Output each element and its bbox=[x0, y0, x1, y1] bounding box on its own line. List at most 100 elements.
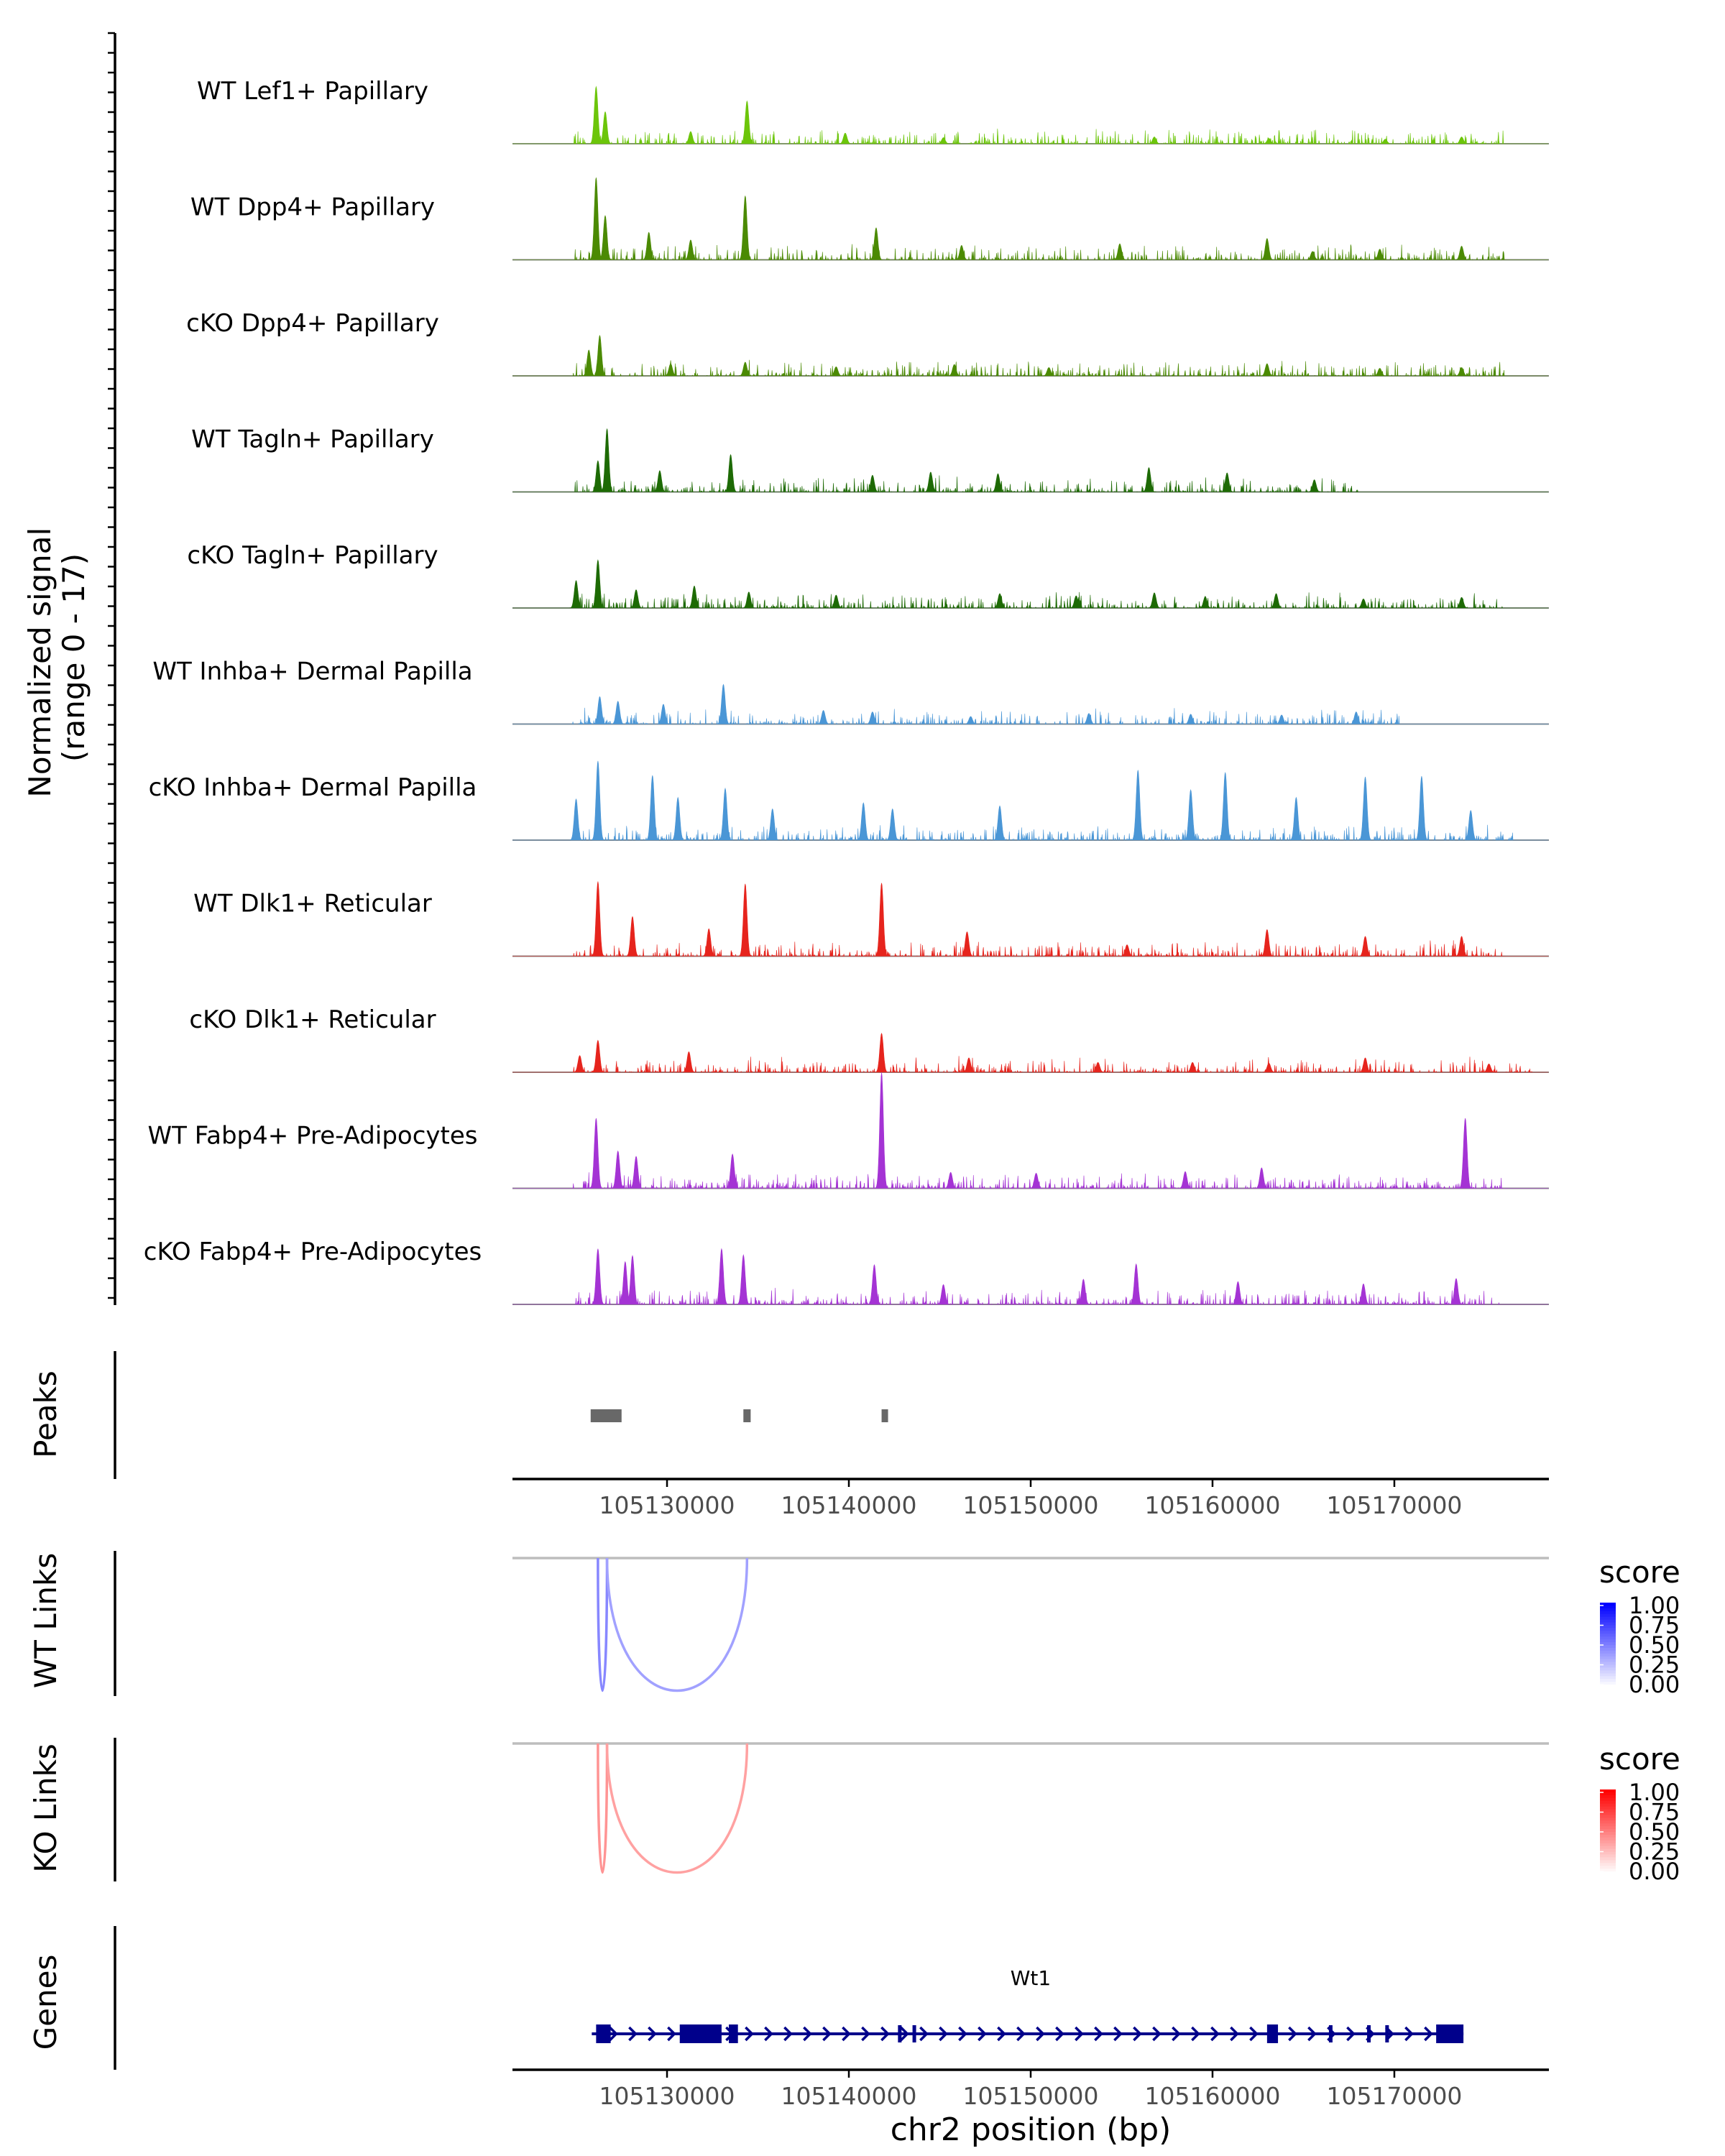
legend-color-step bbox=[1600, 1619, 1616, 1623]
legend-color-step bbox=[1600, 1662, 1616, 1666]
legend-tick-label: 0.50 bbox=[1629, 1818, 1680, 1846]
legend-color-step bbox=[1600, 1611, 1616, 1615]
wt-legend-title: score bbox=[1599, 1554, 1680, 1590]
x-axis-tick-label: 105170000 bbox=[1326, 2082, 1462, 2110]
coverage-panel: WT Lef1+ Papillary WT Dpp4+ Papillary cKO … bbox=[108, 32, 1549, 1306]
strand-arrow bbox=[1249, 2026, 1259, 2042]
legend-color-step bbox=[1600, 1840, 1616, 1844]
strand-arrow bbox=[745, 2026, 754, 2042]
link-arc bbox=[597, 1557, 609, 1692]
coverage-track-label: cKO Dlk1+ Reticular bbox=[189, 1005, 436, 1034]
legend-color-step bbox=[1600, 1866, 1616, 1869]
legend-color-step bbox=[1600, 1605, 1616, 1609]
coverage-y-axis-label: Normalized signal (range 0 - 17) bbox=[22, 517, 91, 797]
x-axis-tick-label: 105140000 bbox=[781, 2082, 917, 2110]
legend-color-step bbox=[1600, 1667, 1616, 1672]
strand-arrow bbox=[1133, 2026, 1142, 2042]
legend-color-step bbox=[1600, 1631, 1616, 1635]
strand-arrow bbox=[764, 2026, 773, 2042]
x-axis-tick-label: 105150000 bbox=[963, 1491, 1099, 1519]
legend-color-step bbox=[1600, 1809, 1616, 1813]
legend-color-step bbox=[1600, 1664, 1616, 1669]
legend-color-step bbox=[1600, 1639, 1616, 1643]
gene-small-exon bbox=[1367, 2025, 1371, 2042]
strand-arrow bbox=[919, 2026, 929, 2042]
coverage-track-label: cKO Inhba+ Dermal Papilla bbox=[149, 773, 477, 802]
legend-color-step bbox=[1600, 1613, 1616, 1618]
legend-color-step bbox=[1600, 1622, 1616, 1626]
wt-score-legend: score 1.000.750.500.250.00 bbox=[1599, 1554, 1680, 1698]
genes-track-label: Genes bbox=[28, 1955, 63, 2050]
x-axis-title: chr2 position (bp) bbox=[891, 2111, 1172, 2148]
gene-exon bbox=[596, 2024, 611, 2043]
coverage-track: WT Dpp4+ Papillary bbox=[190, 177, 1549, 261]
peak-region bbox=[881, 1409, 888, 1422]
legend-color-step bbox=[1600, 1806, 1616, 1810]
legend-color-step bbox=[1600, 1815, 1616, 1819]
legend-color-step bbox=[1600, 1628, 1616, 1632]
legend-color-step bbox=[1600, 1685, 1616, 1688]
strand-arrow bbox=[1075, 2026, 1084, 2042]
gene-exon bbox=[1436, 2024, 1464, 2043]
legend-color-step bbox=[1600, 1625, 1616, 1629]
strand-arrow bbox=[1346, 2026, 1356, 2042]
coverage-track: cKO Dpp4+ Papillary bbox=[186, 309, 1549, 377]
legend-color-step bbox=[1600, 1642, 1616, 1646]
strand-arrow bbox=[1424, 2026, 1433, 2042]
x-axis-tick-label: 105130000 bbox=[599, 2082, 735, 2110]
coverage-signal-area bbox=[512, 559, 1549, 609]
wt-links-label: WT Links bbox=[28, 1553, 63, 1688]
gene-small-exon bbox=[1328, 2025, 1333, 2042]
coverage-y-label-line2: (range 0 - 17) bbox=[56, 553, 91, 762]
coverage-signal-area bbox=[512, 760, 1549, 842]
coverage-track-label: WT Fabp4+ Pre-Adipocytes bbox=[148, 1122, 478, 1151]
ko-links-label: KO Links bbox=[28, 1743, 63, 1873]
coverage-track: cKO Inhba+ Dermal Papilla bbox=[149, 760, 1549, 842]
legend-color-step bbox=[1600, 1673, 1616, 1677]
legend-color-step bbox=[1600, 1846, 1616, 1850]
coverage-signal-area bbox=[512, 177, 1549, 261]
coverage-signal-area bbox=[512, 881, 1549, 957]
peaks-track-label: Peaks bbox=[28, 1370, 63, 1458]
legend-color-step bbox=[1600, 1656, 1616, 1660]
strand-arrow bbox=[1230, 2026, 1239, 2042]
legend-color-step bbox=[1600, 1829, 1616, 1833]
ko-score-legend: score 1.000.750.500.250.00 bbox=[1599, 1741, 1680, 1885]
strand-arrow bbox=[803, 2026, 812, 2042]
x-axis-tick-label: 105160000 bbox=[1144, 1491, 1280, 1519]
strand-arrow bbox=[978, 2026, 987, 2042]
strand-arrow bbox=[997, 2026, 1006, 2042]
legend-color-step bbox=[1600, 1670, 1616, 1674]
legend-color-step bbox=[1600, 1818, 1616, 1822]
legend-color-step bbox=[1600, 1834, 1616, 1838]
x-axis-tick-label: 105150000 bbox=[963, 2082, 1099, 2110]
legend-color-step bbox=[1600, 1650, 1616, 1654]
legend-tick-label: 0.00 bbox=[1629, 1858, 1680, 1885]
gene-small-exon bbox=[912, 2025, 916, 2042]
legend-tick-label: 1.00 bbox=[1629, 1779, 1680, 1806]
legend-color-step bbox=[1600, 1679, 1616, 1682]
gene-small-exon bbox=[898, 2025, 902, 2042]
legend-tick-label: 0.25 bbox=[1629, 1838, 1680, 1866]
x-axis-top: 105130000 105140000 105150000 105160000 1051… bbox=[512, 1478, 1549, 1519]
legend-color-step bbox=[1600, 1797, 1616, 1802]
legend-color-step bbox=[1600, 1645, 1616, 1649]
legend-tick-label: 1.00 bbox=[1629, 1592, 1680, 1619]
strand-arrow bbox=[861, 2026, 870, 2042]
legend-color-step bbox=[1600, 1800, 1616, 1805]
legend-color-step bbox=[1600, 1812, 1616, 1816]
coverage-track: cKO Tagln+ Papillary bbox=[187, 541, 1549, 609]
coverage-track-label: WT Dpp4+ Papillary bbox=[190, 193, 435, 222]
coverage-track: WT Dlk1+ Reticular bbox=[193, 881, 1549, 957]
peak-region bbox=[590, 1409, 622, 1422]
strand-arrow bbox=[1307, 2026, 1317, 2042]
strand-arrow bbox=[1016, 2026, 1026, 2042]
legend-color-step bbox=[1600, 1616, 1616, 1621]
strand-arrow bbox=[1210, 2026, 1220, 2042]
coverage-track-label: WT Lef1+ Papillary bbox=[197, 77, 428, 106]
link-arc bbox=[605, 1557, 749, 1692]
legend-color-step bbox=[1600, 1854, 1616, 1858]
legend-color-step bbox=[1600, 1837, 1616, 1841]
legend-color-step bbox=[1600, 1820, 1616, 1824]
